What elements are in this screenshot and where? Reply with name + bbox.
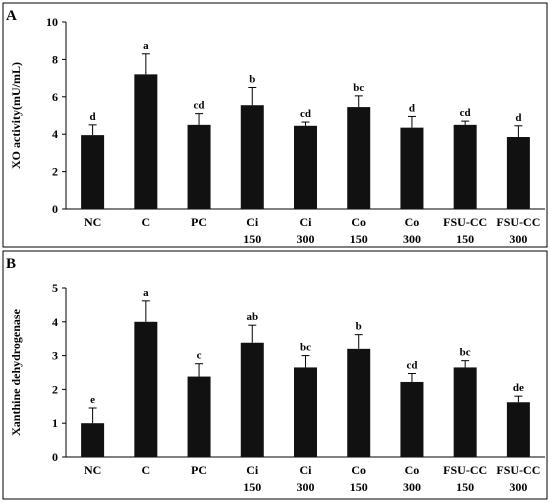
panel-a-category-label: NC [84,215,101,229]
panel-b-significance-label: cd [406,360,417,372]
panel-a-bar [400,127,424,209]
panel-b-significance-label: de [513,382,524,394]
panel-a-y-tick-label: 4 [52,127,58,141]
panel-a-bar [134,74,158,209]
panel-b-bar [134,321,158,457]
panel-b-label: B [6,256,16,272]
panel-b-category-label: FSU-CC [496,463,540,477]
panel-b-category-label: PC [191,463,207,477]
panel-a-category-label: Co [405,215,420,229]
panel-a-bar [506,137,530,209]
panel-b-y-tick-label: 3 [52,349,58,363]
panel-a-y-tick-label: 0 [52,202,58,216]
panel-a-bar [240,105,264,209]
panel-a-significance-label: d [515,112,521,124]
panel-a-y-tick-label: 2 [52,165,58,179]
panel-a-y-tick-label: 8 [52,52,58,66]
panel-a-category-label: 300 [509,232,527,246]
panel-a-bar [81,135,105,209]
panel-a-label: A [6,8,17,24]
panel-a-significance-label: cd [194,100,205,112]
panel-b-bar [294,367,317,457]
panel-b-significance-label: bc [300,342,311,354]
panel-a-category-label: C [141,215,150,229]
panel-a-category-label: Ci [246,215,259,229]
panel-b-significance-label: e [90,394,95,406]
panel-b-significance-label: b [356,321,362,333]
panel-b-category-label: 150 [350,480,368,494]
panel-a-frame [2,2,548,248]
panel-b-frame [2,250,548,500]
panel-b-y-tick-label: 0 [52,450,58,464]
panel-b-y-tick-label: 1 [52,416,58,430]
panel-a-significance-label: bc [353,82,364,94]
panel-b-bar [81,423,105,457]
panel-b-category-label: 150 [456,480,474,494]
panel-b-category-label: Ci [300,463,313,477]
panel-b-category-label: FSU-CC [443,463,487,477]
panel-a-significance-label: cd [460,107,471,119]
panel-b-y-tick-label: 2 [52,382,58,396]
panel-b-category-label: Co [405,463,420,477]
panel-a-bar [347,107,371,209]
panel-b-bar [240,342,264,457]
panel-a-category-label: FSU-CC [443,215,487,229]
panel-b-category-label: Co [351,463,366,477]
panel-a-y-tick-label: 10 [46,15,58,29]
panel-b-y-tick-label: 5 [52,281,58,295]
panel-b-bar [453,367,477,457]
panel-b-category-label: 300 [509,480,527,494]
panel-a-bar [453,124,477,209]
panel-b-category-label: 300 [403,480,421,494]
panel-b-category-label: 150 [243,480,261,494]
panel-a-y-tick-label: 6 [52,90,58,104]
panel-b-bar [187,376,211,457]
panel-a-y-axis-title: XO activity(mU/mL) [9,62,23,169]
panel-b-bar [506,402,530,457]
panel-a-category-label: 300 [403,232,421,246]
panel-b-category-label: 300 [297,480,315,494]
panel-b-bar [347,348,371,457]
panel-a-bar [187,124,211,209]
panel-a-significance-label: d [409,102,415,114]
panel-b-category-label: NC [84,463,101,477]
panel-a-bar [294,125,317,209]
panel-a-category-label: Co [351,215,366,229]
panel-a: A 0 2 4 6 8 10 XO activity(mU/mL) d NC a Ccd PC b Ci 1… [2,2,548,248]
panel-a-significance-label: a [143,40,149,52]
panel-b-y-tick-label: 4 [52,315,58,329]
panel-a-category-label: 150 [243,232,261,246]
panel-a-category-label: 150 [456,232,474,246]
panel-b-significance-label: bc [460,347,471,359]
panel-a-category-label: 300 [297,232,315,246]
panel-a-category-label: FSU-CC [496,215,540,229]
panel-b: B 0 1 2 3 4 5 Xanthine dehydrogenase e NC a Cc PC ab… [2,250,548,500]
panel-b-bar [400,381,424,457]
panel-b-category-label: Ci [246,463,259,477]
panel-a-significance-label: cd [300,108,311,120]
panel-a-category-label: 150 [350,232,368,246]
panel-b-y-axis-title: Xanthine dehydrogenase [9,308,23,435]
panel-a-category-label: Ci [300,215,313,229]
panel-b-category-label: C [141,463,150,477]
panel-b-significance-label: ab [246,311,258,323]
panel-b-significance-label: c [197,350,202,362]
panel-b-significance-label: a [143,287,149,299]
panel-a-category-label: PC [191,215,207,229]
panel-a-significance-label: b [249,73,255,85]
panel-a-significance-label: d [90,111,96,123]
